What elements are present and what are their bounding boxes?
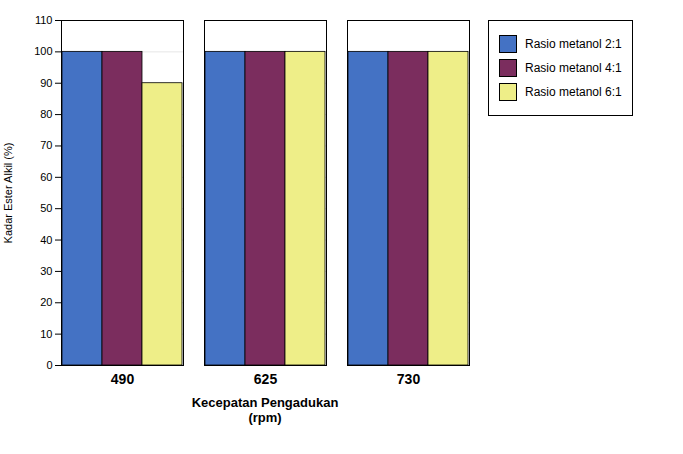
- svg-text:60: 60: [40, 171, 52, 183]
- html-text:Rasio metanol 6:1: Rasio metanol 6:1: [525, 85, 622, 99]
- html-text:Kecepatan Pengadukan (rpm): Kecepatan Pengadukan (rpm): [191, 395, 339, 425]
- svg-text:30: 30: [40, 265, 52, 277]
- svg-text:0: 0: [46, 359, 52, 371]
- svg-text:490: 490: [111, 371, 135, 387]
- svg-text:625: 625: [254, 371, 278, 387]
- svg-text:90: 90: [40, 77, 52, 89]
- svg-text:80: 80: [40, 108, 52, 120]
- svg-text:50: 50: [40, 202, 52, 214]
- svg-text:730: 730: [397, 371, 421, 387]
- svg-text:20: 20: [40, 296, 52, 308]
- svg-text:Kadar Ester Alkil (%): Kadar Ester Alkil (%): [2, 143, 14, 244]
- svg-text:100: 100: [34, 45, 52, 57]
- svg-text:10: 10: [40, 328, 52, 340]
- svg-text:110: 110: [35, 14, 53, 26]
- html-text:Rasio metanol 2:1: Rasio metanol 2:1: [525, 37, 622, 51]
- svg-text:70: 70: [40, 139, 52, 151]
- svg-text:40: 40: [40, 234, 52, 246]
- html-text:Rasio metanol 4:1: Rasio metanol 4:1: [525, 61, 622, 75]
